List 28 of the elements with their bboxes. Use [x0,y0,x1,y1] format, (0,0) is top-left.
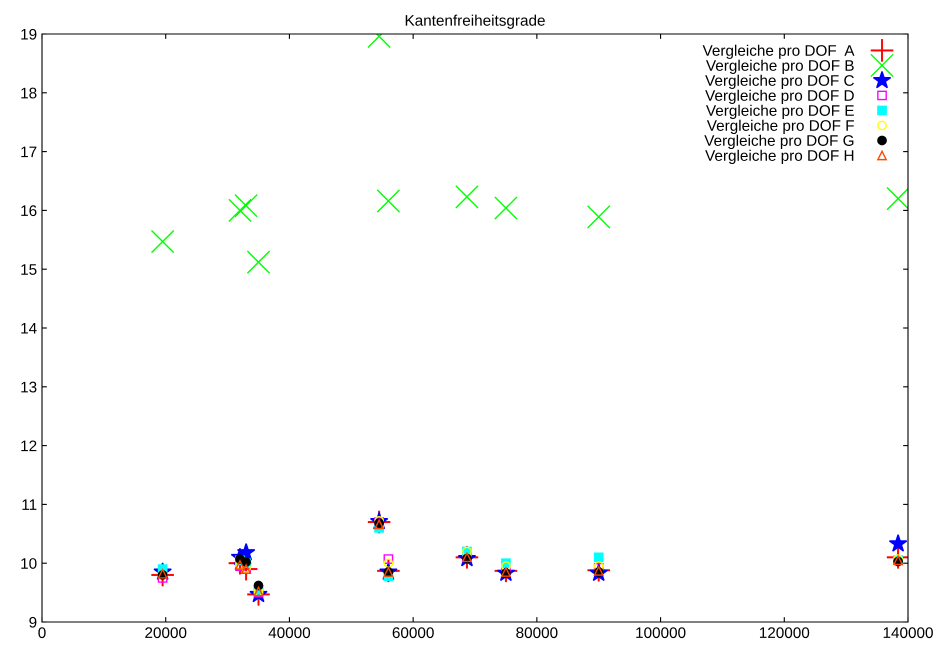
legend-label: Vergleiche pro DOF C [705,74,854,89]
legend-label: Vergleiche pro DOF E [706,104,854,119]
legend-label: Vergleiche pro DOF D [705,90,854,104]
y-tick-label: 10 [21,558,37,569]
x-tick-label: 80000 [516,627,558,638]
y-tick-label: 19 [21,28,36,40]
y-tick-label: 17 [21,146,36,158]
chart-title: Kantenfreiheitsgrade [406,14,545,29]
y-tick-label: 11 [22,499,36,510]
legend-label: Vergleiche pro DOF G [704,134,854,149]
y-tick-label: 14 [21,323,37,334]
y-tick-label: 13 [21,382,36,392]
x-tick-label: 140000 [884,627,933,638]
x-tick-label: 120000 [760,627,810,638]
x-tick-label: 100000 [636,627,686,638]
x-tick-label: 60000 [392,627,434,638]
y-tick-label: 9 [29,616,36,628]
x-tick-label: 40000 [268,627,310,638]
legend-label: Vergleiche pro DOF F [706,120,854,134]
x-tick-label: 0 [38,627,46,638]
y-tick-label: 18 [21,88,36,98]
legend-label: Vergleiche pro DOF H [705,150,854,164]
y-tick-label: 12 [21,440,36,452]
x-tick-label: 20000 [145,627,186,638]
y-tick-label: 15 [21,264,36,275]
legend-label: Vergleiche pro DOF B [706,60,854,74]
y-tick-label: 16 [21,205,36,216]
legend-label: Vergleiche pro DOF A [702,44,855,59]
